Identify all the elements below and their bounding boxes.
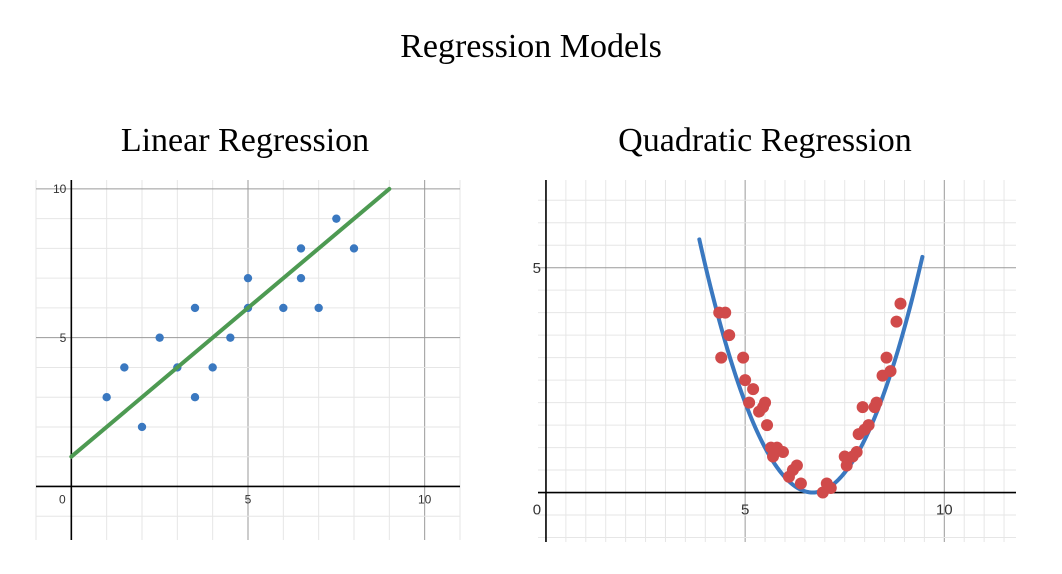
x-tick-label: 5 <box>245 492 252 506</box>
quadratic-chart-title: Quadratic Regression <box>618 122 912 159</box>
x-tick-label: 10 <box>418 492 432 506</box>
data-point <box>719 306 732 319</box>
data-point <box>137 422 147 432</box>
data-point <box>279 303 288 313</box>
data-point <box>761 419 774 432</box>
data-point <box>155 333 164 342</box>
data-point <box>190 303 200 313</box>
data-point <box>296 273 306 283</box>
y-tick-label: 10 <box>53 182 67 196</box>
data-point <box>894 297 907 310</box>
data-point <box>884 365 897 378</box>
grid <box>538 180 1016 542</box>
y-tick-label: 5 <box>533 260 541 277</box>
data-point <box>862 419 875 432</box>
data-point <box>102 392 111 402</box>
data-point <box>840 459 853 472</box>
chart-1: 0 5 10 5 <box>533 180 1016 542</box>
data-point <box>776 446 789 459</box>
data-point <box>743 396 756 409</box>
data-point <box>790 459 803 472</box>
data-point <box>739 374 752 387</box>
data-point <box>226 333 235 342</box>
main-title: Regression Models <box>400 28 662 65</box>
regression-curve <box>697 237 925 495</box>
data-point <box>747 383 760 396</box>
data-point <box>243 273 253 283</box>
data-point <box>332 214 341 223</box>
data-point <box>767 450 780 463</box>
data-point <box>870 396 883 409</box>
chart-0: 0 5 10 5 10 <box>35 180 461 540</box>
data-point <box>349 244 359 253</box>
data-point <box>890 315 903 328</box>
data-point <box>850 446 863 459</box>
regression-line <box>69 186 392 459</box>
data-point <box>856 401 869 414</box>
data-point <box>794 477 807 490</box>
data-point <box>880 351 893 364</box>
data-point <box>737 351 750 364</box>
y-tick-label: 5 <box>60 331 67 345</box>
data-point <box>715 351 728 364</box>
data-point <box>296 244 306 253</box>
data-point <box>824 482 837 495</box>
data-point <box>314 303 323 313</box>
data-point <box>723 329 736 342</box>
data-point <box>759 396 772 409</box>
x-tick-label: 5 <box>741 502 749 519</box>
data-point <box>120 363 129 372</box>
x-tick-label: 0 <box>533 502 541 519</box>
x-tick-label: 10 <box>936 502 953 519</box>
x-tick-label: 0 <box>59 492 66 506</box>
data-point <box>190 392 200 402</box>
linear-chart-title: Linear Regression <box>120 122 370 159</box>
data-point <box>208 363 217 372</box>
